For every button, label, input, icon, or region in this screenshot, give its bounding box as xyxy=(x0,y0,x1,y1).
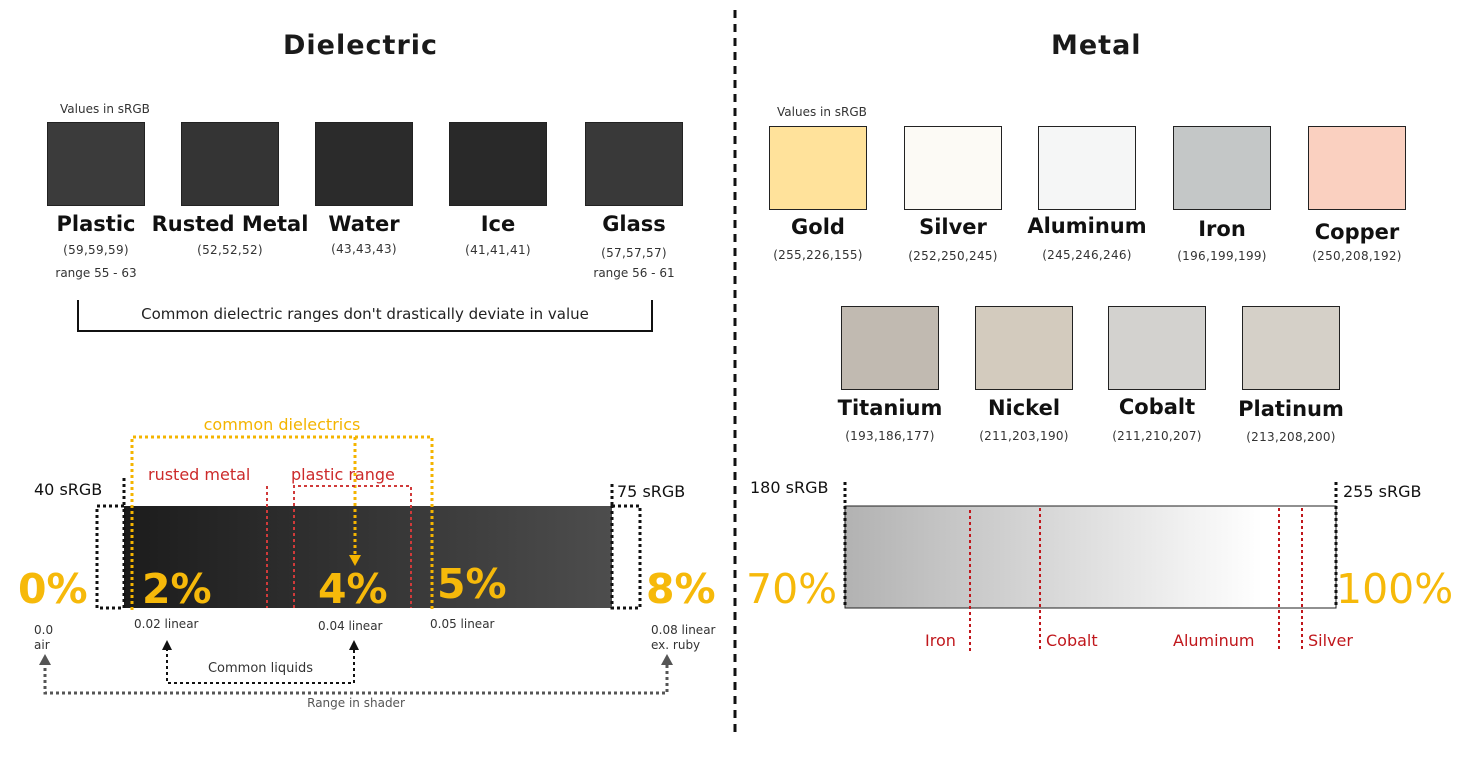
plastic-range-label: plastic range xyxy=(291,465,395,484)
material-rgb: (255,226,155) xyxy=(773,248,863,262)
common-liquids-bracket xyxy=(166,648,355,684)
dielectric-right-srgb: 75 sRGB xyxy=(617,482,686,501)
swatch-1 xyxy=(904,126,1002,210)
material-name: Platinum xyxy=(1238,397,1344,421)
material-name: Gold xyxy=(791,215,845,239)
linear-5: 0.05 linear xyxy=(430,617,495,631)
marker-label-silver: Silver xyxy=(1308,631,1353,650)
material-rgb: (193,186,177) xyxy=(845,429,935,443)
dielectric-left-srgb: 40 sRGB xyxy=(34,480,103,499)
material-name: Iron xyxy=(1198,217,1246,241)
swatch-1 xyxy=(181,122,279,206)
material-range: range 55 - 63 xyxy=(55,266,137,280)
swatch-2 xyxy=(315,122,413,206)
material-name: Nickel xyxy=(987,396,1061,420)
material-rgb: (211,210,207) xyxy=(1112,429,1202,443)
metal-percent-left: 70% xyxy=(746,565,838,613)
material-name: Rusted Metal xyxy=(151,212,309,236)
percent-0: 0% xyxy=(18,565,88,613)
material-name: Plastic xyxy=(56,212,136,236)
eight-percent-box xyxy=(610,504,642,610)
linear-4: 0.04 linear xyxy=(318,619,383,633)
percent-2: 2% xyxy=(142,565,212,613)
dielectric-gradient-bar xyxy=(124,506,612,608)
material-rgb: (211,203,190) xyxy=(979,429,1069,443)
common-dielectrics-label: common dielectrics xyxy=(203,415,361,434)
material-name: Copper xyxy=(1314,220,1400,244)
shader-range-label: Range in shader xyxy=(307,696,405,710)
material-rgb: (252,250,245) xyxy=(908,249,998,263)
material-rgb: (59,59,59) xyxy=(63,243,129,257)
material-name: Glass xyxy=(602,212,666,236)
material-rgb: (245,246,246) xyxy=(1042,248,1132,262)
dielectric-bracket-note: Common dielectric ranges don't drastical… xyxy=(141,305,589,323)
common-dielectrics-bracket xyxy=(130,435,434,610)
swatch-1 xyxy=(975,306,1073,390)
metal-left-srgb: 180 sRGB xyxy=(750,478,829,497)
material-name: Ice xyxy=(480,212,516,236)
percent-5: 5% xyxy=(437,560,507,608)
metal-values-note: Values in sRGB xyxy=(777,105,867,119)
material-range: range 56 - 61 xyxy=(593,266,675,280)
rusted-metal-label: rusted metal xyxy=(148,465,251,484)
swatch-3 xyxy=(1242,306,1340,390)
swatch-3 xyxy=(1173,126,1271,210)
swatch-3 xyxy=(449,122,547,206)
metal-right-srgb: 255 sRGB xyxy=(1343,482,1422,501)
zero-percent-box xyxy=(95,504,126,610)
dielectric-bracket xyxy=(77,300,653,332)
metal-title: Metal xyxy=(1051,30,1142,61)
material-name: Cobalt xyxy=(1118,395,1196,419)
swatch-0 xyxy=(769,126,867,210)
percent-4: 4% xyxy=(318,565,388,613)
swatch-4 xyxy=(585,122,683,206)
material-name: Titanium xyxy=(837,396,943,420)
material-rgb: (57,57,57) xyxy=(601,246,667,260)
material-rgb: (41,41,41) xyxy=(465,243,531,257)
marker-label-iron: Iron xyxy=(925,631,956,650)
material-name: Aluminum xyxy=(1027,214,1147,238)
material-name: Silver xyxy=(919,215,987,239)
metal-percent-right: 100% xyxy=(1336,565,1454,613)
material-rgb: (52,52,52) xyxy=(197,243,263,257)
metal-gradient-bar xyxy=(844,505,1337,609)
swatch-0 xyxy=(841,306,939,390)
percent-8: 8% xyxy=(646,565,716,613)
swatch-2 xyxy=(1108,306,1206,390)
linear-0: 0.0 air xyxy=(34,623,54,652)
material-rgb: (196,199,199) xyxy=(1177,249,1267,263)
swatch-4 xyxy=(1308,126,1406,210)
material-rgb: (43,43,43) xyxy=(331,242,397,256)
plastic-range-bracket xyxy=(293,485,412,608)
dielectric-title: Dielectric xyxy=(283,30,439,61)
common-liquids-label: Common liquids xyxy=(207,661,314,676)
linear-2: 0.02 linear xyxy=(134,617,199,631)
shader-range-bracket xyxy=(43,662,669,695)
swatch-0 xyxy=(47,122,145,206)
swatch-2 xyxy=(1038,126,1136,210)
material-name: Water xyxy=(328,212,400,236)
material-rgb: (250,208,192) xyxy=(1312,249,1402,263)
linear-8: 0.08 linear ex. ruby xyxy=(651,623,716,652)
marker-label-aluminum: Aluminum xyxy=(1173,631,1255,650)
material-rgb: (213,208,200) xyxy=(1246,430,1336,444)
dielectric-values-note: Values in sRGB xyxy=(60,102,150,116)
marker-label-cobalt: Cobalt xyxy=(1046,631,1098,650)
